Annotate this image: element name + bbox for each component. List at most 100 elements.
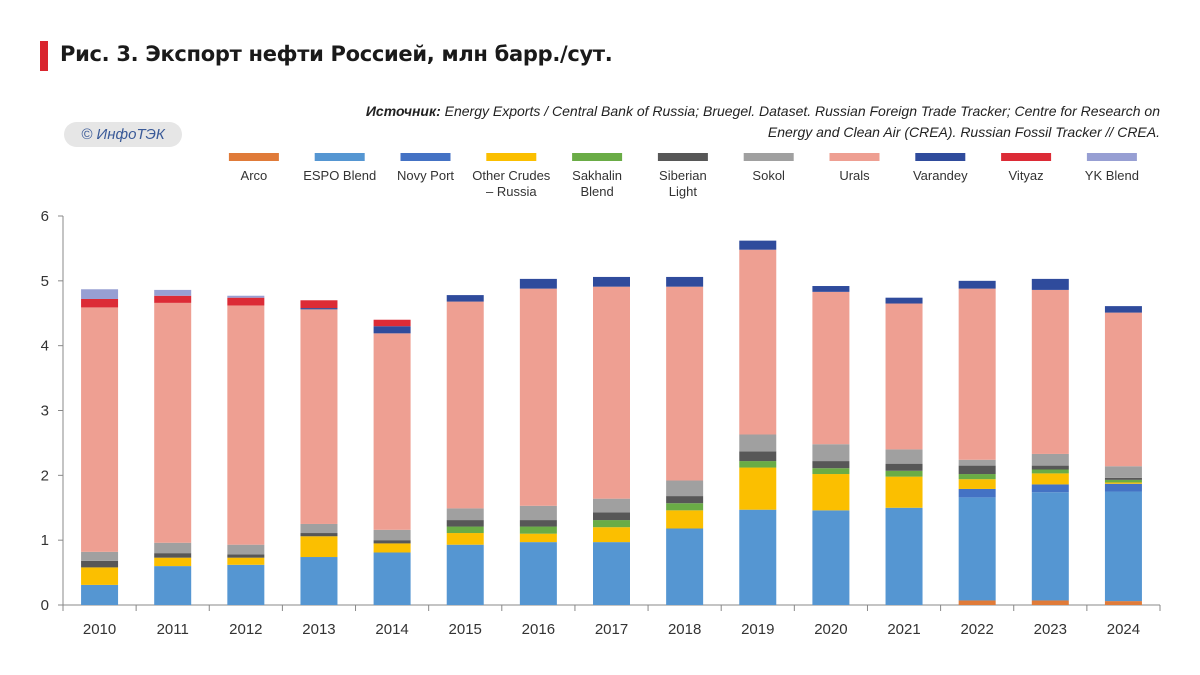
legend-label: Varandey (913, 168, 968, 183)
bar-segment-sakhalin-blend-2022 (958, 474, 996, 480)
bar-segment-vityaz-2013 (300, 300, 338, 309)
bar-segment-siberian-light-2010 (81, 560, 119, 568)
bar-segment-urals-2018 (666, 286, 704, 481)
bar-segment-sokol-2024 (1104, 466, 1142, 478)
bar-segment-espo-blend-2024 (1104, 491, 1142, 602)
bar-segment-urals-2024 (1104, 312, 1142, 467)
bar-segment-novy-port-2023 (1031, 484, 1069, 493)
y-tick-label: 1 (41, 532, 49, 549)
bar-segment-varandey-2020 (812, 286, 850, 292)
bar-segment-varandey-2021 (885, 297, 923, 304)
bar-segment-siberian-light-2019 (739, 451, 777, 462)
legend-label: Novy Port (397, 168, 454, 183)
bar-segment-siberian-light-2024 (1104, 477, 1142, 480)
bar-segment-other-crudes-russia-2022 (958, 479, 996, 489)
x-tick-label: 2014 (375, 621, 408, 638)
bar-segment-varandey-2014 (373, 326, 411, 334)
bar-segment-siberian-light-2013 (300, 533, 338, 537)
bar-segment-siberian-light-2017 (593, 512, 630, 521)
bar-segment-novy-port-2022 (958, 488, 996, 498)
bar-segment-urals-2023 (1031, 289, 1069, 454)
source-note: Источник: Energy Exports / Central Bank … (340, 101, 1160, 143)
legend-label: Other Crudes (472, 168, 551, 183)
y-tick-label: 4 (41, 338, 49, 355)
bar-segment-sokol-2016 (519, 505, 557, 521)
bar-segment-urals-2011 (154, 302, 192, 543)
bar-segment-siberian-light-2012 (227, 554, 265, 558)
bar-segment-other-crudes-russia-2019 (739, 467, 777, 510)
bar-segment-urals-2010 (81, 307, 119, 552)
x-tick-label: 2012 (229, 621, 262, 638)
bar-segment-vityaz-2011 (154, 295, 192, 303)
bar-segment-other-crudes-russia-2018 (666, 510, 704, 529)
bar-segment-other-crudes-russia-2014 (373, 543, 411, 553)
title-accent-bar (40, 41, 48, 71)
bar-segment-sakhalin-blend-2021 (885, 470, 923, 477)
legend-swatch (228, 153, 279, 161)
legend-swatch (915, 153, 966, 161)
legend-label: ESPO Blend (303, 168, 376, 183)
bar-segment-yk-blend-2012 (227, 295, 265, 298)
legend-swatch (314, 153, 365, 161)
x-tick-label: 2010 (83, 621, 116, 638)
bar-segment-sakhalin-blend-2020 (812, 468, 850, 475)
watermark-badge: © ИнфоТЭК (64, 122, 182, 147)
legend-label: – Russia (486, 184, 537, 199)
bar-segment-other-crudes-russia-2020 (812, 474, 850, 511)
legend-label: Siberian (659, 168, 707, 183)
x-tick-label: 2020 (814, 621, 847, 638)
bar-segment-espo-blend-2013 (300, 557, 338, 605)
bar-segment-sokol-2015 (446, 508, 484, 521)
bar-segment-yk-blend-2010 (81, 289, 119, 299)
bar-segment-urals-2013 (300, 309, 338, 524)
bar-segment-arco-2023 (1031, 600, 1069, 605)
legend-label: Blend (580, 184, 613, 199)
x-tick-label: 2018 (668, 621, 701, 638)
legend-swatch (572, 153, 623, 161)
bar-segment-varandey-2023 (1031, 278, 1069, 290)
bar-segment-sokol-2017 (593, 498, 630, 513)
y-tick-label: 6 (41, 208, 49, 225)
bar-segment-urals-2014 (373, 333, 411, 530)
bar-segment-varandey-2013 (300, 308, 338, 310)
bar-segment-other-crudes-russia-2010 (81, 567, 119, 585)
bar-segment-yk-blend-2011 (154, 289, 192, 296)
bar-segment-urals-2015 (446, 301, 484, 509)
x-tick-label: 2013 (302, 621, 335, 638)
bar-segment-espo-blend-2023 (1031, 492, 1069, 601)
bar-segment-other-crudes-russia-2023 (1031, 473, 1069, 485)
bar-segment-siberian-light-2014 (373, 540, 411, 544)
bar-segment-siberian-light-2018 (666, 496, 704, 504)
bar-segment-siberian-light-2021 (885, 463, 923, 471)
bar-segment-espo-blend-2012 (227, 564, 265, 605)
bar-segment-vityaz-2014 (373, 319, 411, 327)
bar-segment-sokol-2018 (666, 480, 704, 497)
x-tick-label: 2019 (741, 621, 774, 638)
bar-segment-espo-blend-2018 (666, 528, 704, 605)
bar-segment-other-crudes-russia-2015 (446, 533, 484, 545)
y-tick-label: 3 (41, 403, 49, 420)
bar-segment-sakhalin-blend-2018 (666, 503, 704, 511)
x-tick-label: 2023 (1034, 621, 1067, 638)
bar-segment-arco-2022 (958, 600, 996, 605)
bar-segment-sokol-2020 (812, 444, 850, 462)
x-tick-label: 2024 (1107, 621, 1140, 638)
legend-label: YK Blend (1085, 168, 1139, 183)
bar-segment-sokol-2022 (958, 459, 996, 466)
y-tick-label: 0 (41, 597, 49, 614)
x-tick-label: 2016 (522, 621, 555, 638)
bar-segment-varandey-2022 (958, 280, 996, 289)
bar-segment-sokol-2023 (1031, 453, 1069, 466)
bar-segment-sakhalin-blend-2024 (1104, 479, 1142, 483)
bar-segment-espo-blend-2014 (373, 552, 411, 605)
bar-segment-other-crudes-russia-2021 (885, 476, 923, 508)
legend-label: Vityaz (1009, 168, 1044, 183)
bar-segment-siberian-light-2011 (154, 553, 192, 558)
bar-segment-urals-2020 (812, 291, 850, 445)
bar-segment-varandey-2019 (739, 240, 777, 250)
bar-segment-urals-2022 (958, 288, 996, 460)
bar-segment-sakhalin-blend-2019 (739, 461, 777, 468)
bar-segment-sokol-2011 (154, 542, 192, 554)
bar-segment-espo-blend-2015 (446, 544, 484, 605)
